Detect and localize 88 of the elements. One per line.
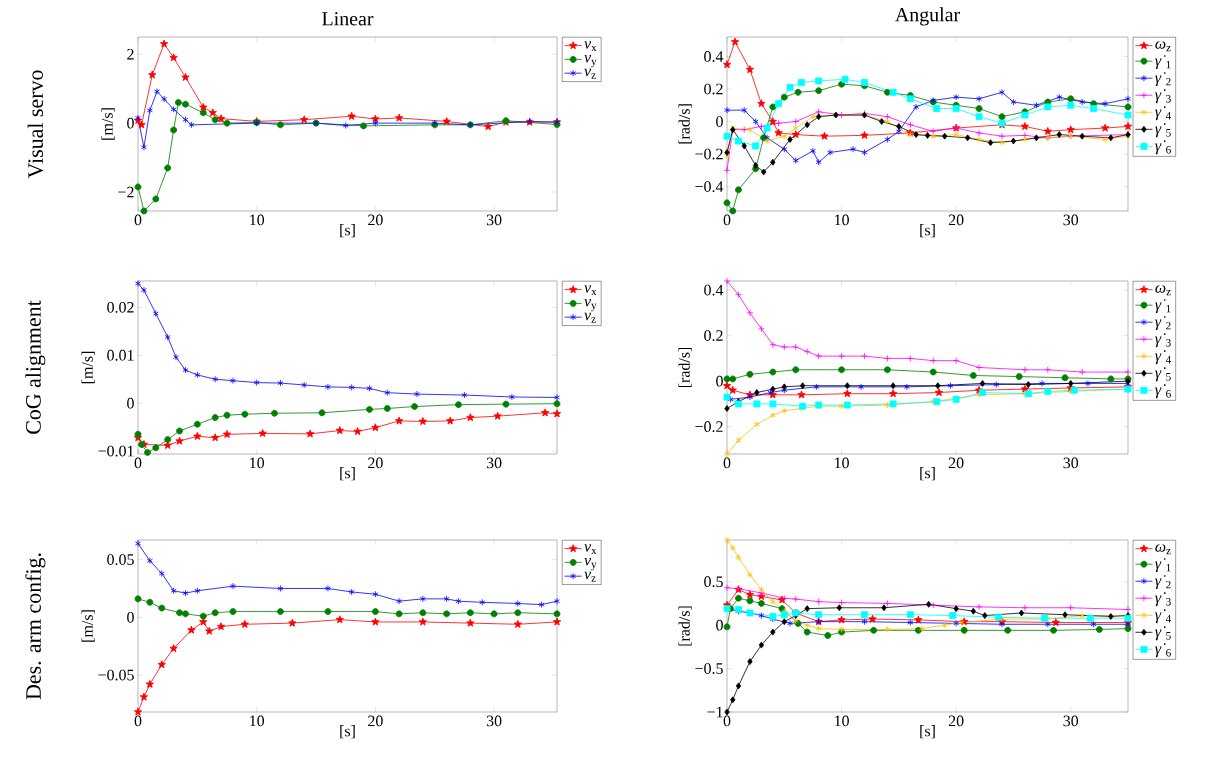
y-tick-label: −0.4 bbox=[695, 181, 724, 193]
text: Visual servo bbox=[27, 70, 44, 179]
x-tick-label: 10 bbox=[250, 214, 265, 226]
x-axis-title: [s] bbox=[340, 467, 355, 481]
legend-label: v$_{x}$ bbox=[584, 285, 597, 296]
x-tick-label: 30 bbox=[486, 457, 502, 469]
legend-label: γ̇$_{1}$ bbox=[1155, 299, 1171, 314]
legend-label: γ̇$_{3}$ bbox=[1155, 333, 1171, 348]
x-tick-label: 10 bbox=[835, 715, 849, 727]
y-tick-label: −0.2 bbox=[695, 421, 723, 433]
legend-label: γ̇$_{4}$ bbox=[1155, 609, 1172, 624]
legend-label: γ̇$_{1}$ bbox=[1155, 55, 1171, 70]
y-tick-label: 0 bbox=[716, 375, 723, 387]
y-tick-label: 0 bbox=[716, 116, 723, 127]
legend-label: ω$_{z}$ bbox=[1155, 544, 1171, 555]
y-axis-title: [m/s] bbox=[101, 108, 115, 140]
x-tick-label: 30 bbox=[486, 715, 502, 727]
legend-label: γ̇$_{5}$ bbox=[1155, 367, 1171, 382]
x-tick-label: 20 bbox=[948, 715, 964, 727]
legend-label: γ̇$_{6}$ bbox=[1155, 140, 1171, 155]
y-tick-label: 0.4 bbox=[704, 51, 724, 62]
chart-title: Angular bbox=[895, 7, 960, 26]
x-tick-label: 10 bbox=[250, 715, 265, 727]
x-axis-title: [s] bbox=[920, 224, 935, 238]
x-tick-label: 20 bbox=[368, 715, 383, 727]
y-axis-title: [rad/s] bbox=[678, 104, 692, 144]
legend-label: γ̇$_{2}$ bbox=[1155, 316, 1171, 331]
y-axis-title: [m/s] bbox=[81, 351, 95, 384]
x-tick-label: 30 bbox=[486, 214, 502, 226]
x-axis-title: [s] bbox=[340, 725, 355, 739]
y-tick-label: 2 bbox=[127, 48, 134, 60]
y-axis-title: [rad/s] bbox=[678, 347, 692, 388]
y-tick-label: −0.01 bbox=[98, 445, 134, 457]
legend-label: γ̇$_{5}$ bbox=[1155, 123, 1171, 138]
x-tick-label: 10 bbox=[835, 457, 849, 469]
legend-label: v$_{x}$ bbox=[584, 41, 597, 52]
legend-label: v$_{z}$ bbox=[584, 571, 596, 582]
y-tick-label: 0.05 bbox=[107, 554, 134, 566]
y-tick-label: 0.01 bbox=[107, 349, 134, 361]
y-tick-label: 0.02 bbox=[107, 301, 134, 313]
legend-label: γ̇$_{6}$ bbox=[1155, 643, 1171, 658]
legend-label: γ̇$_{5}$ bbox=[1155, 626, 1171, 641]
y-tick-label: −0.5 bbox=[695, 663, 723, 674]
legend-label: ω$_{z}$ bbox=[1155, 285, 1171, 296]
x-tick-label: 10 bbox=[835, 214, 849, 226]
x-tick-label: 20 bbox=[948, 214, 964, 226]
y-axis-title: [m/s] bbox=[81, 610, 95, 642]
y-tick-label: 0 bbox=[127, 611, 134, 623]
x-tick-label: 30 bbox=[1063, 214, 1079, 226]
legend-label: γ̇$_{2}$ bbox=[1155, 72, 1171, 87]
x-axis-title: [s] bbox=[340, 224, 355, 238]
legend-label: γ̇$_{3}$ bbox=[1155, 592, 1171, 607]
y-tick-label: 0.5 bbox=[704, 576, 723, 588]
text: Des. arm config. bbox=[25, 553, 46, 700]
y-tick-label: −0.05 bbox=[98, 669, 134, 681]
x-axis-title: [s] bbox=[920, 725, 935, 739]
x-tick-label: 10 bbox=[250, 457, 265, 469]
y-tick-label: −2 bbox=[118, 186, 134, 198]
y-tick-label: −1 bbox=[707, 706, 723, 718]
legend-label: ω$_{z}$ bbox=[1155, 41, 1171, 52]
legend-label: γ̇$_{4}$ bbox=[1155, 350, 1172, 365]
legend-label: v$_{y}$ bbox=[584, 298, 597, 312]
x-tick-label: 30 bbox=[1063, 457, 1079, 469]
legend-label: v$_{y}$ bbox=[584, 54, 597, 68]
y-tick-label: 0 bbox=[127, 397, 134, 409]
text: CoG alignment bbox=[25, 300, 46, 434]
y-tick-label: −0.2 bbox=[695, 148, 723, 160]
legend-label: γ̇$_{2}$ bbox=[1155, 575, 1171, 590]
x-tick-label: 20 bbox=[948, 457, 964, 469]
y-tick-label: 0.2 bbox=[704, 83, 723, 95]
x-tick-label: 30 bbox=[1063, 715, 1079, 727]
y-tick-label: 0 bbox=[716, 619, 723, 631]
y-tick-label: 0 bbox=[127, 117, 134, 129]
legend-label: v$_{z}$ bbox=[584, 68, 596, 79]
y-tick-label: 0.4 bbox=[704, 284, 724, 296]
x-tick-label: 20 bbox=[368, 214, 383, 226]
legend-label: γ̇$_{4}$ bbox=[1155, 106, 1172, 121]
x-axis-title: [s] bbox=[920, 467, 935, 481]
y-axis-title: [rad/s] bbox=[678, 606, 692, 646]
legend-label: v$_{z}$ bbox=[584, 312, 596, 323]
legend-label: v$_{x}$ bbox=[584, 544, 597, 555]
legend-label: γ̇$_{1}$ bbox=[1155, 558, 1171, 573]
chart-title: Linear bbox=[322, 12, 374, 26]
legend-label: γ̇$_{3}$ bbox=[1155, 89, 1171, 104]
x-tick-label: 20 bbox=[368, 457, 383, 469]
legend-label: γ̇$_{6}$ bbox=[1155, 384, 1171, 399]
y-tick-label: 0.2 bbox=[704, 330, 723, 342]
legend-label: v$_{y}$ bbox=[584, 557, 597, 571]
